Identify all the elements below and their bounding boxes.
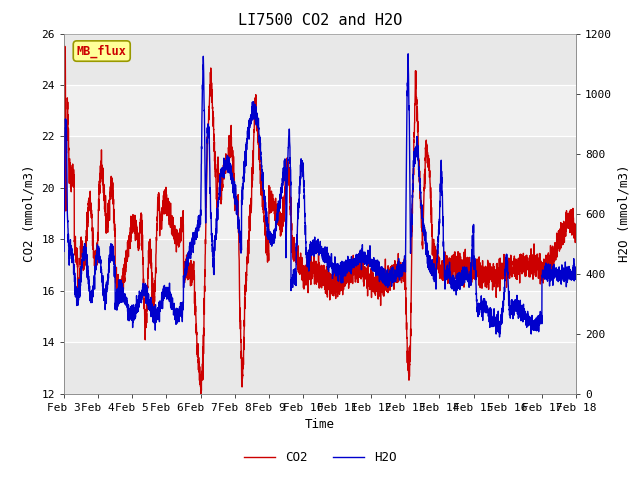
H2O (572, 271, 579, 276)
Legend: CO2, H2O: CO2, H2O (239, 446, 401, 469)
H2O (301, 205, 308, 211)
H2O (496, 334, 504, 340)
Line: CO2: CO2 (64, 47, 576, 394)
CO2 (197, 391, 205, 396)
Y-axis label: CO2 (mmol/m3): CO2 (mmol/m3) (23, 165, 36, 263)
CO2 (301, 273, 308, 278)
CO2 (464, 259, 472, 264)
Text: MB_flux: MB_flux (77, 44, 127, 58)
H2O (404, 51, 412, 57)
CO2 (572, 228, 579, 234)
CO2 (406, 352, 414, 358)
CO2 (572, 222, 580, 228)
H2O (60, 249, 68, 254)
Bar (64, 85, 576, 136)
X-axis label: Time: Time (305, 418, 335, 431)
Line: H2O: H2O (64, 54, 576, 337)
Bar (64, 188, 576, 240)
CO2 (152, 249, 160, 255)
Bar (64, 291, 576, 342)
Bar (64, 342, 576, 394)
CO2 (60, 192, 68, 198)
CO2 (435, 265, 442, 271)
Y-axis label: H2O (mmol/m3): H2O (mmol/m3) (618, 165, 630, 263)
H2O (152, 311, 160, 316)
H2O (464, 268, 472, 274)
H2O (406, 206, 414, 212)
Bar (64, 240, 576, 291)
Bar (64, 136, 576, 188)
CO2 (61, 44, 68, 49)
Title: LI7500 CO2 and H2O: LI7500 CO2 and H2O (238, 13, 402, 28)
H2O (572, 275, 580, 281)
H2O (435, 232, 442, 238)
Bar (64, 34, 576, 85)
